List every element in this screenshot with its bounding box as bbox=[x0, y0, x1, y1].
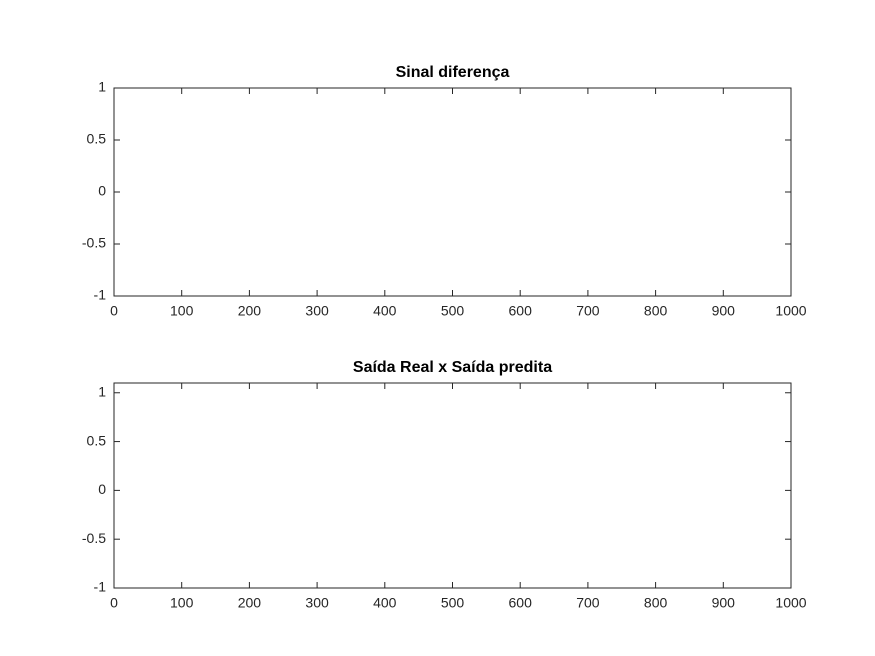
x-tick-label: 700 bbox=[576, 303, 600, 319]
y-tick-label: -1 bbox=[94, 579, 107, 595]
x-tick-label: 900 bbox=[712, 595, 736, 611]
x-tick-label: 1000 bbox=[775, 303, 806, 319]
x-tick-label: 700 bbox=[576, 595, 600, 611]
x-tick-label: 200 bbox=[238, 595, 262, 611]
y-tick-label: -0.5 bbox=[82, 530, 106, 546]
y-tick-label: 1 bbox=[98, 383, 106, 399]
y-tick-label: 0 bbox=[98, 183, 106, 199]
y-tick-label: 1 bbox=[98, 79, 106, 95]
x-tick-label: 800 bbox=[644, 595, 668, 611]
x-tick-label: 600 bbox=[509, 595, 533, 611]
x-tick-label: 400 bbox=[373, 595, 397, 611]
x-tick-label: 200 bbox=[238, 303, 262, 319]
x-tick-label: 100 bbox=[170, 595, 194, 611]
x-tick-label: 300 bbox=[305, 303, 329, 319]
x-tick-label: 300 bbox=[305, 595, 329, 611]
axes-box bbox=[113, 87, 792, 297]
x-tick-label: 1000 bbox=[775, 595, 806, 611]
x-tick-label: 600 bbox=[509, 303, 533, 319]
y-tick-label: 0.5 bbox=[87, 131, 107, 147]
x-tick-label: 400 bbox=[373, 303, 397, 319]
axes-box bbox=[113, 382, 792, 589]
y-tick-label: 0 bbox=[98, 481, 106, 497]
chart-title: Saída Real x Saída predita bbox=[353, 359, 552, 376]
x-tick-label: 500 bbox=[441, 303, 465, 319]
y-tick-label: -1 bbox=[94, 287, 107, 303]
x-tick-label: 900 bbox=[712, 303, 736, 319]
x-tick-label: 100 bbox=[170, 303, 194, 319]
x-tick-label: 800 bbox=[644, 303, 668, 319]
y-tick-label: -0.5 bbox=[82, 235, 106, 251]
x-tick-label: 0 bbox=[110, 595, 118, 611]
chart-title: Sinal diferença bbox=[396, 64, 510, 81]
y-tick-label: 0.5 bbox=[87, 432, 107, 448]
x-tick-label: 0 bbox=[110, 303, 118, 319]
x-tick-label: 500 bbox=[441, 595, 465, 611]
